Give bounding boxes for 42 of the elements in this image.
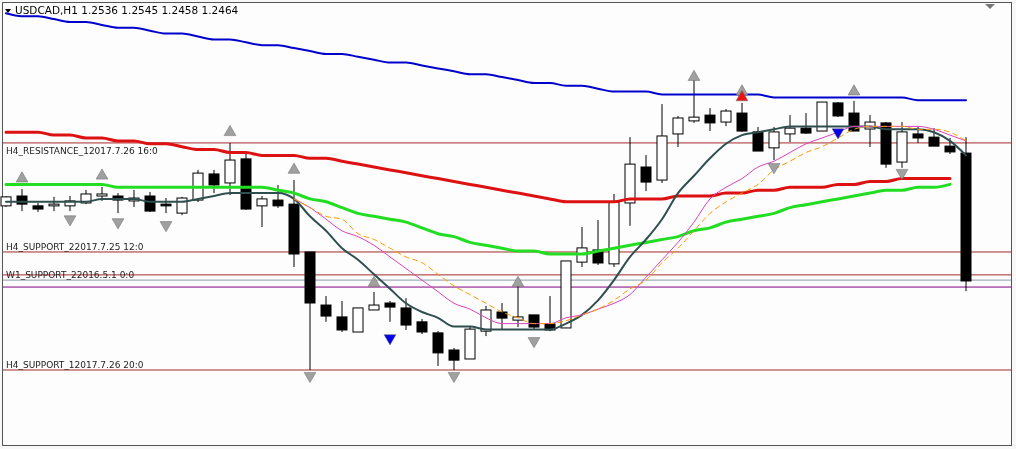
candlestick (704, 107, 716, 132)
candlestick (912, 126, 924, 144)
candlestick (96, 186, 108, 202)
point (383, 334, 397, 346)
point (735, 90, 749, 102)
annotation: H4_RESISTANCE_12017.7.26 16:0 (6, 145, 159, 156)
candlestick (224, 142, 236, 196)
annotation: H4_SUPPORT_12017.7.26 20:0 (6, 360, 144, 370)
candlestick (800, 112, 812, 135)
point (63, 215, 77, 227)
candlestick (160, 197, 172, 214)
point (111, 218, 125, 230)
candlestick (752, 126, 764, 152)
point (159, 221, 173, 233)
candlestick (336, 300, 348, 333)
candlestick (640, 154, 652, 192)
candlestick (672, 115, 684, 148)
candlestick (448, 347, 460, 371)
candlestick (736, 102, 748, 133)
candlestick (784, 114, 796, 143)
candlestick (768, 126, 780, 161)
candlestick (256, 195, 268, 228)
point (303, 372, 317, 383)
point (527, 337, 541, 349)
candlestick (368, 291, 380, 311)
candlestick (384, 300, 396, 323)
point (15, 171, 29, 183)
candlestick (272, 184, 284, 209)
point (447, 372, 461, 383)
point (223, 125, 237, 136)
point (287, 162, 301, 174)
candlestick (320, 295, 332, 323)
point (847, 84, 861, 96)
candlestick (496, 302, 508, 330)
candlestick (208, 169, 220, 194)
candlestick (400, 297, 412, 331)
candlestick (432, 330, 444, 367)
point (687, 70, 701, 81)
annotation: H4_SUPPORT_22017.7.25 12:0 (6, 241, 144, 252)
point (95, 168, 109, 180)
candlestick (48, 196, 60, 212)
chart-title: USDCAD,H1 1.2536 1.2545 1.2458 1.2464 (15, 4, 239, 16)
